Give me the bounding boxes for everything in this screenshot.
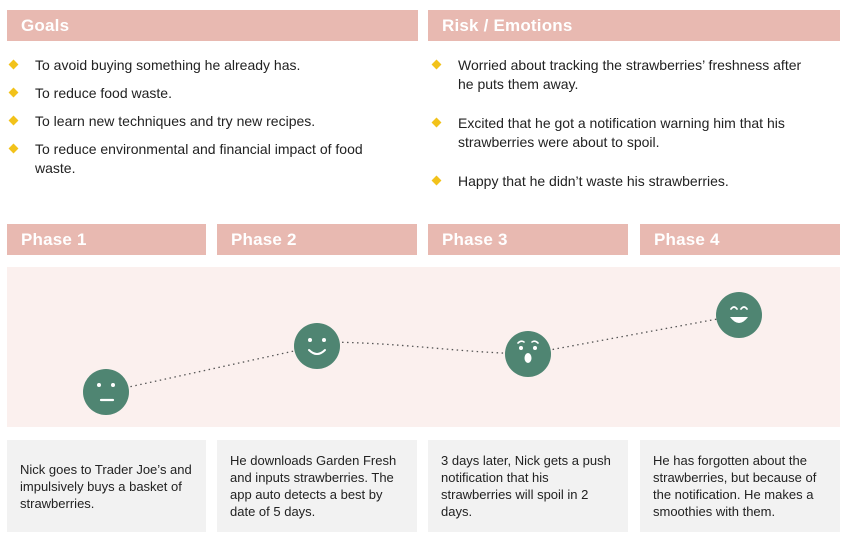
goal-item: To reduce environmental and financial im…: [7, 140, 377, 178]
phase-label: Phase 4: [654, 230, 720, 249]
phase-description: 3 days later, Nick gets a push notificat…: [441, 453, 611, 519]
phase-label: Phase 1: [21, 230, 87, 249]
risk-item: Worried about tracking the strawberries’…: [430, 56, 810, 94]
phase-2-header: Phase 2: [217, 224, 417, 255]
phase-3-header: Phase 3: [428, 224, 628, 255]
phase-label: Phase 3: [442, 230, 508, 249]
risk-list: Worried about tracking the strawberries’…: [430, 56, 810, 191]
phase-1-header: Phase 1: [7, 224, 206, 255]
goal-item: To reduce food waste.: [7, 84, 377, 103]
phase-label: Phase 2: [231, 230, 297, 249]
emotion-journey-band: [7, 267, 840, 427]
goal-item: To learn new techniques and try new reci…: [7, 112, 377, 131]
risk-header: Risk / Emotions: [428, 10, 840, 41]
smile-face-icon: [294, 323, 340, 369]
goal-item: To avoid buying something he already has…: [7, 56, 377, 75]
risk-title: Risk / Emotions: [442, 16, 573, 35]
risk-item: Excited that he got a notification warni…: [430, 114, 810, 152]
phase-description: Nick goes to Trader Joe’s and impulsivel…: [20, 461, 192, 511]
goals-title: Goals: [21, 16, 70, 35]
phase-1-card: Nick goes to Trader Joe’s and impulsivel…: [7, 440, 206, 532]
phase-3-card: 3 days later, Nick gets a push notificat…: [428, 440, 628, 532]
neutral-face-icon: [83, 369, 129, 415]
phase-4-card: He has forgotten about the strawberries,…: [640, 440, 840, 532]
phase-2-card: He downloads Garden Fresh and inputs str…: [217, 440, 417, 532]
phase-4-header: Phase 4: [640, 224, 840, 255]
risk-item: Happy that he didn’t waste his strawberr…: [430, 172, 810, 191]
phase-description: He downloads Garden Fresh and inputs str…: [230, 453, 397, 519]
journey-dotted-line: [105, 314, 740, 393]
goals-header: Goals: [7, 10, 418, 41]
phase-description: He has forgotten about the strawberries,…: [653, 453, 817, 519]
goals-list: To avoid buying something he already has…: [7, 56, 377, 178]
happy-face-icon: [716, 292, 762, 338]
surprised-face-icon: [505, 331, 551, 377]
